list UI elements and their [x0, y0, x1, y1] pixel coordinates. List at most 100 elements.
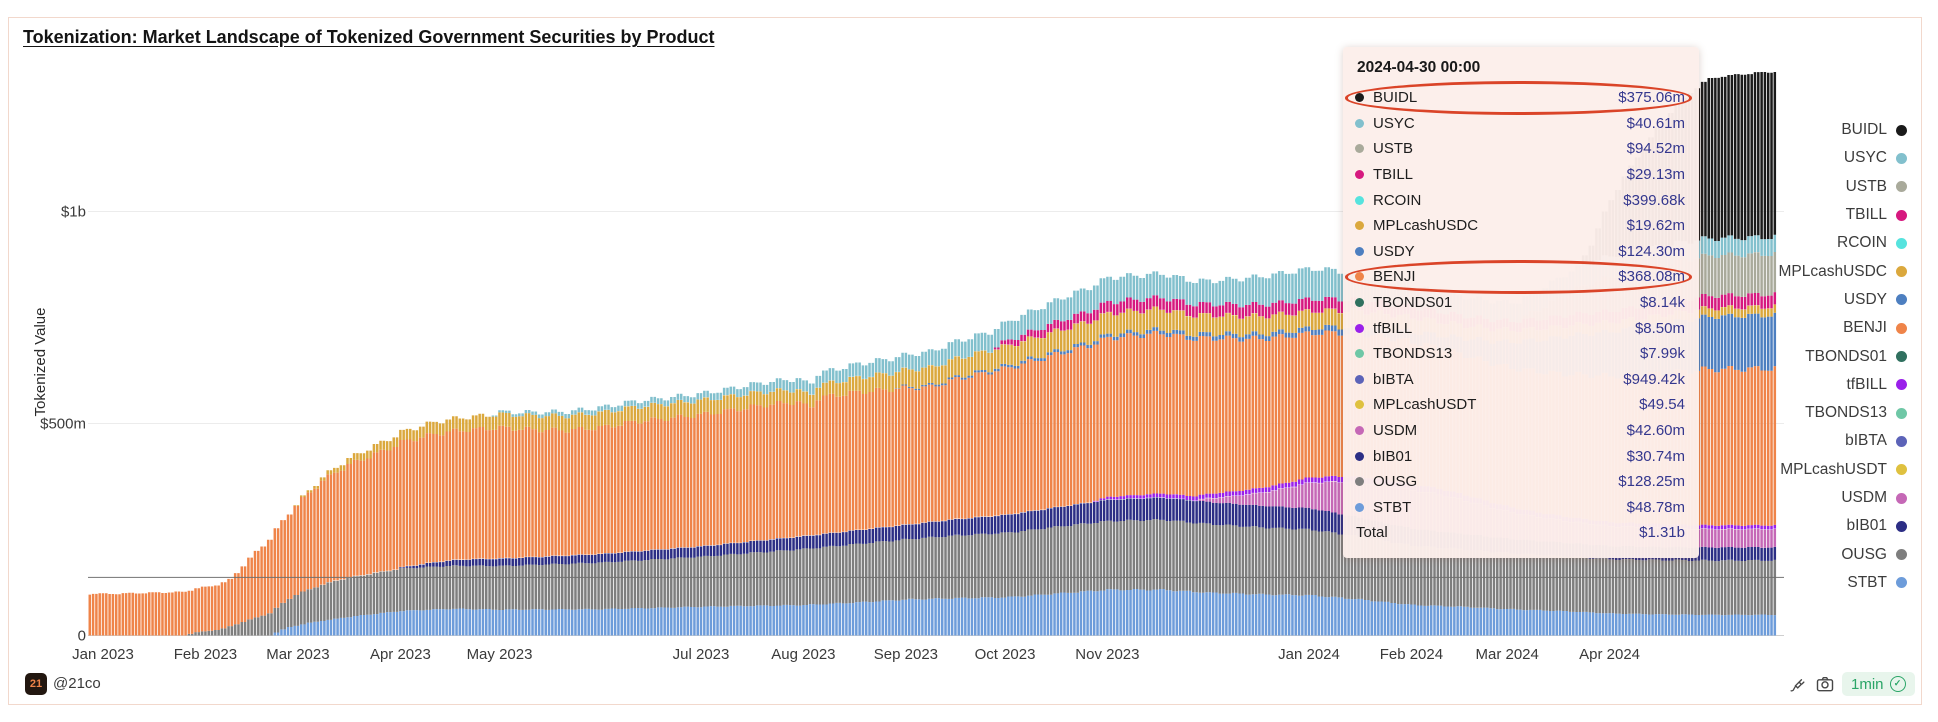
series-color-dot	[1355, 400, 1364, 410]
legend-item-TBONDS01[interactable]: TBONDS01	[1778, 342, 1907, 370]
legend-item-OUSG[interactable]: OUSG	[1778, 540, 1907, 568]
series-color-dot	[1355, 426, 1364, 436]
legend-item-RCOIN[interactable]: RCOIN	[1778, 229, 1907, 257]
legend-label: USDY	[1843, 290, 1887, 308]
tooltip-series-value: $30.74m	[1626, 447, 1685, 465]
tooltip-series-name: RCOIN	[1373, 191, 1422, 209]
tooltip-series-value: $19.62m	[1626, 217, 1685, 235]
legend-item-TBONDS13[interactable]: TBONDS13	[1778, 399, 1907, 427]
legend-item-BUIDL[interactable]: BUIDL	[1778, 116, 1907, 144]
tooltip-series-name: TBONDS01	[1373, 294, 1453, 312]
tooltip-row-USDM: USDM $42.60m	[1355, 418, 1685, 444]
series-bars-tfBILL	[1092, 475, 1777, 530]
legend-item-USDM[interactable]: USDM	[1778, 484, 1907, 512]
tooltip-series-name: TBILL	[1373, 166, 1414, 184]
tooltip-series-value: $124.30m	[1618, 242, 1685, 260]
chart-tooltip: 2024-04-30 00:00 BUIDL $375.06m USYC $40.61…	[1343, 47, 1699, 558]
legend-item-MPLcashUSDT[interactable]: MPLcashUSDT	[1778, 456, 1907, 484]
y-tick-label: 0	[78, 628, 86, 645]
y-tick-label: $500m	[40, 416, 86, 433]
tooltip-rows: BUIDL $375.06m USYC $40.61m USTB $94.52m TBILL…	[1345, 81, 1692, 521]
legend-dot	[1896, 181, 1907, 193]
brand-logo: 21	[25, 673, 47, 695]
tooltip-series-name: bIBTA	[1373, 370, 1414, 388]
legend-dot	[1896, 407, 1907, 419]
legend-label: bIBTA	[1845, 432, 1887, 450]
x-tick-label: Sep 2023	[874, 646, 938, 663]
series-color-dot	[1355, 323, 1364, 333]
legend-dot	[1896, 492, 1907, 504]
legend-dot	[1896, 549, 1907, 561]
legend-label: USYC	[1843, 149, 1887, 167]
tooltip-series-value: $29.13m	[1626, 166, 1685, 184]
tooltip-row-MPLcashUSDT: MPLcashUSDT $49.54	[1355, 392, 1685, 418]
series-color-dot	[1355, 221, 1364, 231]
series-color-dot	[1355, 374, 1364, 384]
y-tick-label: $1b	[61, 204, 86, 221]
tooltip-series-name: USDY	[1373, 242, 1415, 260]
series-color-dot	[1355, 195, 1364, 205]
legend: BUIDL USYC USTB TBILL RCOIN MPLcashUSDC USDY BE…	[1778, 116, 1907, 597]
legend-dot	[1896, 435, 1907, 447]
tooltip-series-name: MPLcashUSDC	[1373, 217, 1479, 235]
tooltip-total-label: Total	[1356, 524, 1388, 542]
legend-dot	[1896, 237, 1907, 249]
refresh-interval-badge[interactable]: 1min ✓	[1842, 672, 1915, 696]
tooltip-series-value: $48.78m	[1626, 498, 1685, 516]
tooltip-row-tfBILL: tfBILL $8.50m	[1355, 315, 1685, 341]
tooltip-row-TBONDS13: TBONDS13 $7.99k	[1355, 341, 1685, 367]
tooltip-row-STBT: STBT $48.78m	[1355, 495, 1685, 521]
legend-item-bIB01[interactable]: bIB01	[1778, 512, 1907, 540]
legend-label: bIB01	[1846, 517, 1887, 535]
legend-dot	[1896, 577, 1907, 589]
author-handle[interactable]: @21co	[53, 675, 101, 692]
legend-item-tfBILL[interactable]: tfBILL	[1778, 371, 1907, 399]
series-bars-TBILL	[993, 292, 1777, 350]
x-tick-label: Mar 2023	[266, 646, 329, 663]
x-tick-label: Jul 2023	[673, 646, 730, 663]
series-color-dot	[1355, 349, 1364, 359]
legend-item-USDY[interactable]: USDY	[1778, 286, 1907, 314]
tooltip-series-value: $949.42k	[1623, 370, 1685, 388]
legend-item-STBT[interactable]: STBT	[1778, 569, 1907, 597]
tooltip-series-name: STBT	[1373, 498, 1412, 516]
legend-item-bIBTA[interactable]: bIBTA	[1778, 427, 1907, 455]
tooltip-series-value: $42.60m	[1626, 422, 1685, 440]
series-color-dot	[1355, 118, 1364, 128]
chart-title: Tokenization: Market Landscape of Tokeni…	[23, 27, 715, 47]
x-tick-label: Oct 2023	[975, 646, 1036, 663]
series-bars-bIB01	[399, 497, 1777, 569]
legend-dot	[1896, 266, 1907, 278]
x-tick-label: Nov 2023	[1075, 646, 1139, 663]
tooltip-series-value: $375.06m	[1618, 89, 1685, 107]
tooltip-series-value: $368.08m	[1618, 268, 1685, 286]
tooltip-series-name: OUSG	[1373, 473, 1418, 491]
legend-label: STBT	[1847, 573, 1887, 591]
tooltip-series-value: $49.54	[1639, 396, 1685, 414]
tooltip-row-TBILL: TBILL $29.13m	[1355, 162, 1685, 188]
series-color-dot	[1355, 272, 1364, 282]
plug-icon[interactable]	[1786, 673, 1808, 695]
x-tick-label: Jan 2024	[1278, 646, 1340, 663]
series-color-dot	[1355, 170, 1364, 180]
camera-icon[interactable]	[1814, 673, 1836, 695]
tooltip-row-OUSG: OUSG $128.25m	[1355, 469, 1685, 495]
legend-label: RCOIN	[1837, 234, 1887, 252]
legend-dot	[1896, 124, 1907, 136]
legend-label: BENJI	[1843, 319, 1887, 337]
verified-check-icon: ✓	[1889, 676, 1906, 692]
tooltip-series-value: $8.14k	[1639, 294, 1685, 312]
legend-item-MPLcashUSDC[interactable]: MPLcashUSDC	[1778, 257, 1907, 285]
legend-item-USYC[interactable]: USYC	[1778, 144, 1907, 172]
tooltip-row-TBONDS01: TBONDS01 $8.14k	[1355, 290, 1685, 316]
legend-item-USTB[interactable]: USTB	[1778, 173, 1907, 201]
tooltip-series-name: USDM	[1373, 422, 1418, 440]
tooltip-row-BUIDL: BUIDL $375.06m	[1345, 81, 1692, 115]
legend-item-TBILL[interactable]: TBILL	[1778, 201, 1907, 229]
legend-dot	[1896, 379, 1907, 391]
tooltip-row-MPLcashUSDC: MPLcashUSDC $19.62m	[1355, 213, 1685, 239]
tooltip-row-bIBTA: bIBTA $949.42k	[1355, 367, 1685, 393]
legend-item-BENJI[interactable]: BENJI	[1778, 314, 1907, 342]
legend-label: TBONDS13	[1805, 404, 1887, 422]
